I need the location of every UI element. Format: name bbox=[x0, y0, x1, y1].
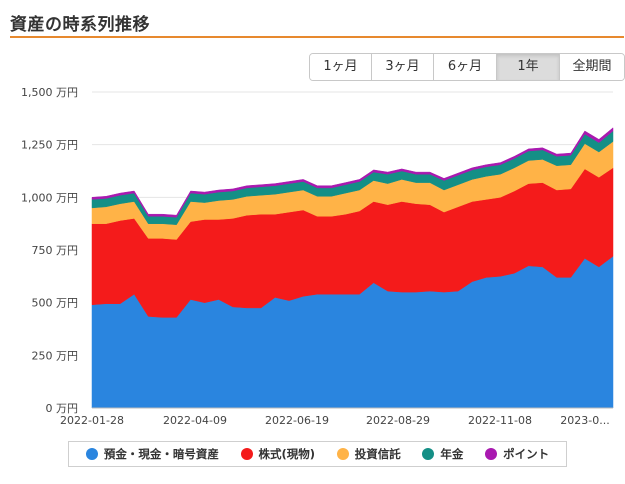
page-title: 資産の時系列推移 bbox=[10, 15, 150, 35]
x-tick-label: 2022-11-08 bbox=[468, 414, 532, 427]
legend-label-pension: 年金 bbox=[440, 447, 464, 461]
range-button-1-month[interactable]: 1ヶ月 bbox=[310, 54, 372, 80]
x-tick-label: 2022-06-19 bbox=[265, 414, 329, 427]
series-area-4 bbox=[91, 127, 614, 218]
legend-item-funds[interactable]: 投資信託 bbox=[336, 446, 401, 462]
range-button-3-months[interactable]: 3ヶ月 bbox=[372, 54, 434, 80]
y-tick-label: 1,500 万円 bbox=[21, 86, 78, 99]
legend-dot-pension bbox=[422, 448, 435, 460]
legend-dot-funds bbox=[336, 448, 349, 460]
asset-area-chart: 0 万円 250 万円 500 万円 750 万円 1,000 万円 1,250 万円 1,… bbox=[21, 86, 614, 427]
x-tick-label: 2023-0... bbox=[560, 414, 609, 427]
y-tick-label: 1,000 万円 bbox=[21, 191, 78, 204]
y-tick-label: 750 万円 bbox=[32, 244, 79, 257]
y-tick-label: 1,250 万円 bbox=[21, 139, 78, 152]
legend-item-pension[interactable]: 年金 bbox=[422, 446, 463, 462]
legend-dot-stocks bbox=[240, 448, 253, 460]
chart-areas bbox=[91, 127, 614, 409]
y-axis: 0 万円 250 万円 500 万円 750 万円 1,000 万円 1,250 万円 1,… bbox=[21, 86, 78, 415]
legend-label-stocks: 株式(現物) bbox=[258, 447, 316, 461]
legend-label-funds: 投資信託 bbox=[354, 447, 401, 461]
range-button-all-time[interactable]: 全期間 bbox=[560, 54, 624, 80]
x-tick-label: 2022-01-28 bbox=[60, 414, 124, 427]
period-selector: 1ヶ月 3ヶ月 6ヶ月 1年 全期間 bbox=[309, 53, 625, 81]
y-tick-label: 250 万円 bbox=[32, 349, 79, 362]
range-button-1-year[interactable]: 1年 bbox=[497, 54, 560, 80]
legend-item-points[interactable]: ポイント bbox=[485, 446, 549, 462]
legend-label-deposits: 預金・現金・暗号資産 bbox=[103, 447, 219, 461]
x-tick-label: 2022-04-09 bbox=[163, 414, 227, 427]
x-axis: 2022-01-28 2022-04-09 2022-06-19 2022-08-29… bbox=[60, 407, 613, 427]
chart-legend: 預金・現金・暗号資産 株式(現物) 投資信託 年金 ポイント bbox=[68, 441, 567, 467]
range-button-6-months[interactable]: 6ヶ月 bbox=[434, 54, 497, 80]
legend-item-stocks[interactable]: 株式(現物) bbox=[240, 446, 316, 462]
legend-dot-deposits bbox=[85, 448, 98, 460]
page-header: 資産の時系列推移 bbox=[10, 6, 624, 38]
y-tick-label: 0 万円 bbox=[46, 402, 79, 415]
legend-item-deposits[interactable]: 預金・現金・暗号資産 bbox=[85, 446, 219, 462]
y-tick-label: 500 万円 bbox=[32, 297, 79, 310]
legend-dot-points bbox=[485, 448, 498, 460]
x-tick-label: 2022-08-29 bbox=[366, 414, 430, 427]
legend-label-points: ポイント bbox=[503, 447, 550, 461]
